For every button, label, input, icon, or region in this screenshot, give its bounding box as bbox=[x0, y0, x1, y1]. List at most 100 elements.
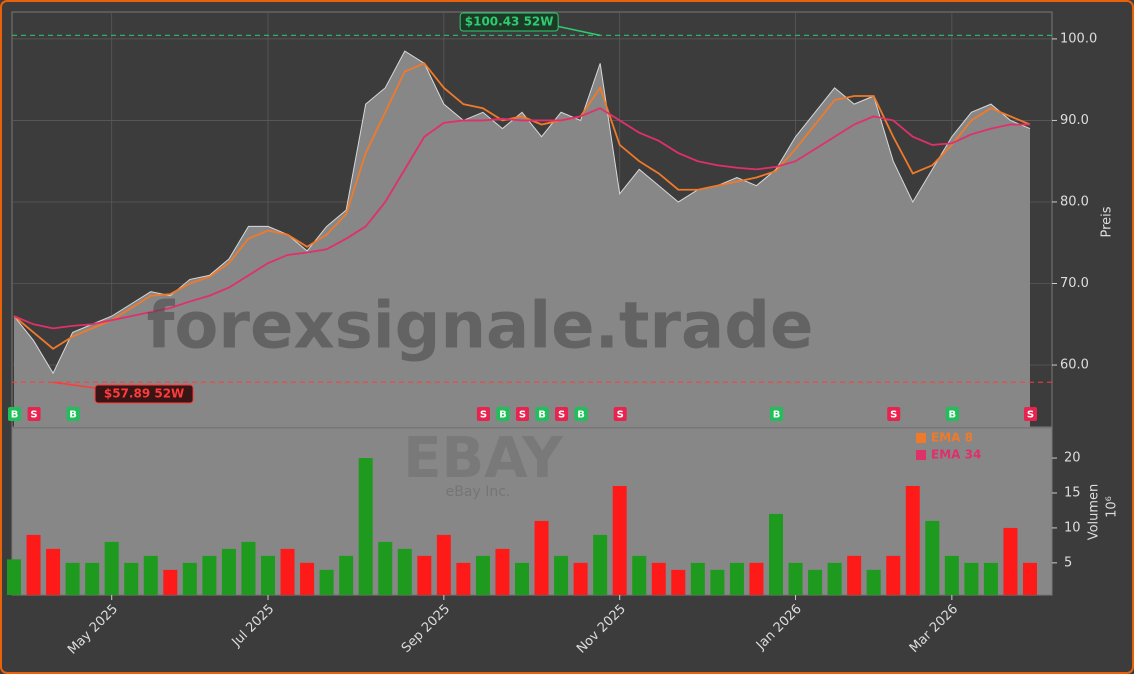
volume-bar bbox=[261, 555, 275, 595]
volume-bar bbox=[202, 555, 217, 595]
volume-bar bbox=[612, 485, 627, 595]
volume-bar bbox=[124, 562, 139, 595]
signal-badge bbox=[476, 407, 490, 421]
volume-bar bbox=[339, 555, 354, 595]
signal-badge bbox=[496, 407, 510, 421]
signal-badge bbox=[770, 407, 783, 421]
volume-bar bbox=[515, 562, 529, 595]
company-watermark: eBay Inc. bbox=[446, 484, 511, 500]
volume-bar bbox=[983, 562, 998, 595]
annotation-label: $57.89 52W bbox=[104, 387, 184, 401]
annotation-box bbox=[94, 384, 194, 404]
signal-badge bbox=[574, 407, 588, 421]
volume-bar bbox=[944, 555, 959, 595]
volume-bar bbox=[46, 548, 61, 595]
volume-bar bbox=[65, 562, 80, 595]
volume-bar bbox=[104, 541, 119, 595]
signal-label: S bbox=[890, 410, 897, 421]
legend-label: EMA 8 bbox=[931, 431, 973, 445]
volume-bar bbox=[651, 562, 666, 595]
y-tick-label: 70.0 bbox=[1060, 276, 1089, 291]
volume-bar bbox=[358, 458, 373, 595]
volume-bar bbox=[769, 513, 783, 595]
annotation-box bbox=[459, 12, 559, 32]
signal-label: S bbox=[1027, 410, 1034, 421]
volume-bar bbox=[534, 520, 549, 595]
signal-label: B bbox=[499, 410, 507, 421]
volume-bar bbox=[85, 562, 100, 595]
volume-bar bbox=[182, 562, 197, 595]
signal-label: S bbox=[558, 410, 565, 421]
y2-tick-label: 20 bbox=[1064, 451, 1081, 466]
volume-bar bbox=[749, 562, 764, 595]
volume-bar bbox=[808, 569, 823, 595]
signal-label: B bbox=[949, 410, 957, 421]
y-tick-label: 90.0 bbox=[1060, 113, 1089, 128]
volume-bar bbox=[847, 555, 862, 595]
volume-bar bbox=[495, 548, 510, 595]
symbol-watermark: EBAY bbox=[403, 426, 564, 491]
volume-bar bbox=[964, 562, 979, 595]
volume-bar bbox=[671, 569, 686, 595]
volume-bar bbox=[866, 569, 881, 595]
volume-bar bbox=[241, 541, 256, 595]
y2-axis-unit: 10⁶ bbox=[1105, 496, 1120, 518]
volume-bar bbox=[7, 559, 21, 595]
signal-badge bbox=[516, 407, 529, 421]
signal-badge bbox=[66, 407, 80, 421]
signal-label: B bbox=[773, 410, 781, 421]
y2-tick-label: 5 bbox=[1064, 555, 1072, 570]
volume-bar bbox=[456, 562, 471, 595]
volume-bar bbox=[827, 562, 842, 595]
signal-badge bbox=[8, 407, 21, 421]
volume-bar bbox=[417, 555, 432, 595]
volume-bar bbox=[710, 569, 725, 595]
volume-bar bbox=[300, 562, 315, 595]
y2-tick-label: 10 bbox=[1064, 520, 1081, 535]
price-line bbox=[13, 50, 1031, 375]
signal-label: B bbox=[11, 410, 19, 421]
watermark: forexsignale.trade bbox=[147, 290, 814, 364]
volume-bar bbox=[632, 555, 647, 595]
y2-tick-label: 15 bbox=[1064, 485, 1081, 500]
volume-bar bbox=[397, 548, 412, 595]
volume-bar bbox=[378, 541, 393, 595]
y-tick-label: 80.0 bbox=[1060, 194, 1089, 209]
signal-badge bbox=[27, 407, 41, 421]
y-tick-label: 60.0 bbox=[1060, 358, 1089, 373]
signal-label: B bbox=[577, 410, 585, 421]
signal-label: S bbox=[617, 410, 624, 421]
volume-bar bbox=[573, 562, 588, 595]
ema-line bbox=[13, 107, 1030, 330]
volume-bar bbox=[26, 534, 41, 595]
volume-bar bbox=[1023, 562, 1037, 595]
y2-axis-label: Volumen bbox=[1087, 484, 1102, 541]
annotation-arrow bbox=[555, 25, 601, 37]
volume-bar bbox=[925, 520, 940, 595]
volume-bar bbox=[729, 562, 744, 595]
volume-bar bbox=[319, 569, 334, 595]
volume-bar bbox=[143, 555, 158, 595]
signal-label: S bbox=[30, 410, 37, 421]
volume-bar bbox=[593, 534, 608, 595]
volume-bar bbox=[280, 548, 295, 595]
annotation-label: $100.43 52W bbox=[465, 15, 554, 29]
signal-badge bbox=[887, 407, 901, 421]
signal-badge bbox=[613, 407, 627, 421]
signal-badge bbox=[535, 407, 549, 421]
volume-bar bbox=[905, 485, 920, 595]
y-tick-label: 100.0 bbox=[1060, 31, 1097, 46]
signal-badge bbox=[945, 407, 959, 421]
volume-bar bbox=[436, 534, 451, 595]
signal-label: S bbox=[519, 410, 526, 421]
signal-label: B bbox=[69, 410, 77, 421]
price-area bbox=[14, 51, 1030, 427]
volume-bar bbox=[690, 562, 705, 595]
volume-bar bbox=[475, 555, 490, 595]
legend-swatch bbox=[916, 450, 926, 460]
volume-bar bbox=[554, 555, 569, 595]
volume-bar bbox=[163, 569, 178, 595]
legend-label: EMA 34 bbox=[931, 448, 981, 462]
volume-bar bbox=[788, 562, 803, 595]
